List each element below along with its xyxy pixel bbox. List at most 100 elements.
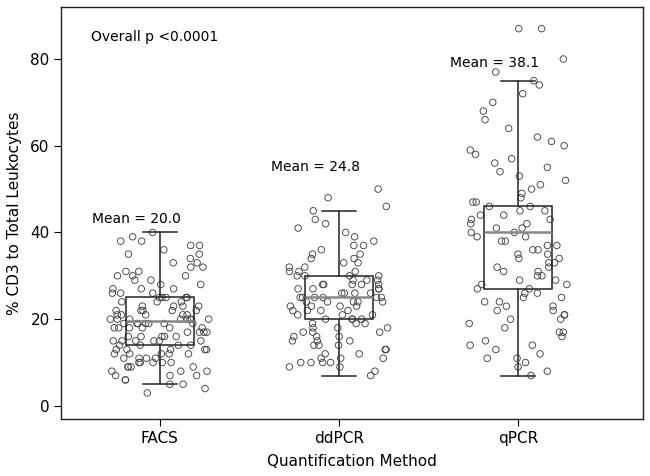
Point xyxy=(285,302,296,310)
Point xyxy=(320,350,330,357)
Point xyxy=(112,316,122,323)
Point xyxy=(116,289,126,297)
Point xyxy=(491,346,501,353)
Point xyxy=(534,81,545,89)
Point xyxy=(177,302,188,310)
Point xyxy=(514,255,524,262)
Point xyxy=(522,220,532,228)
Point xyxy=(347,281,358,288)
Point xyxy=(552,242,562,249)
Text: Mean = 24.8: Mean = 24.8 xyxy=(271,160,360,174)
Point xyxy=(545,216,555,223)
Point xyxy=(157,333,167,340)
Point xyxy=(294,268,304,275)
Point xyxy=(492,263,502,271)
Point xyxy=(528,246,538,254)
Point xyxy=(173,341,183,349)
Point xyxy=(114,324,124,332)
Point xyxy=(512,355,522,362)
Point xyxy=(491,224,502,232)
Point xyxy=(517,224,527,232)
Point xyxy=(369,238,379,245)
Point xyxy=(361,277,372,284)
Point xyxy=(116,238,126,245)
Point xyxy=(120,376,131,384)
Point xyxy=(348,242,359,249)
Point xyxy=(500,324,510,332)
Point xyxy=(556,316,566,323)
Point xyxy=(356,281,367,288)
Point xyxy=(112,311,122,318)
Point xyxy=(334,333,345,340)
Point xyxy=(520,359,530,367)
Point xyxy=(517,189,527,197)
Point xyxy=(123,363,133,371)
Point xyxy=(365,372,376,379)
Point xyxy=(311,333,322,340)
Point xyxy=(159,333,170,340)
Point xyxy=(374,285,384,293)
Point xyxy=(185,242,196,249)
Point xyxy=(350,233,360,240)
X-axis label: Quantification Method: Quantification Method xyxy=(267,454,437,469)
Point xyxy=(287,307,298,314)
Point xyxy=(333,324,343,332)
Point xyxy=(339,259,349,267)
Point xyxy=(535,350,545,357)
Point xyxy=(380,346,391,353)
Point xyxy=(335,302,345,310)
Point xyxy=(285,268,295,275)
Point xyxy=(337,289,347,297)
Point xyxy=(182,294,192,301)
Point xyxy=(185,316,196,323)
Point xyxy=(355,250,365,258)
Point xyxy=(136,285,146,293)
Point xyxy=(300,263,310,271)
Point xyxy=(155,281,166,288)
Point xyxy=(194,328,205,336)
Point xyxy=(296,359,306,367)
Point xyxy=(515,207,525,215)
Point xyxy=(176,316,186,323)
Point xyxy=(376,294,387,301)
Point xyxy=(293,224,304,232)
Point xyxy=(119,320,129,327)
Point xyxy=(537,272,547,279)
Point xyxy=(171,333,181,340)
Point xyxy=(176,298,187,306)
Point xyxy=(135,341,146,349)
Point xyxy=(500,238,510,245)
Point xyxy=(533,246,543,254)
Point xyxy=(200,346,210,353)
Point xyxy=(168,259,179,267)
Point xyxy=(196,281,206,288)
Point xyxy=(352,302,362,310)
Point xyxy=(137,324,148,332)
Point xyxy=(310,216,320,223)
Point xyxy=(192,259,202,267)
Point xyxy=(554,255,564,262)
Point xyxy=(367,311,378,318)
Point xyxy=(471,198,482,206)
Point xyxy=(114,341,125,349)
Point xyxy=(178,380,188,388)
Point xyxy=(543,250,553,258)
Point xyxy=(123,333,133,340)
Point xyxy=(166,359,176,367)
Point xyxy=(558,328,569,336)
Point xyxy=(370,367,380,375)
Point xyxy=(467,198,478,206)
Point xyxy=(312,337,322,345)
Point xyxy=(464,320,474,327)
Point xyxy=(343,307,353,314)
Point xyxy=(559,142,569,149)
Point xyxy=(159,320,170,327)
Point xyxy=(381,346,391,353)
Point xyxy=(194,302,204,310)
Point xyxy=(339,289,350,297)
Point xyxy=(180,272,190,279)
Point xyxy=(532,289,543,297)
Point xyxy=(341,228,351,236)
Point xyxy=(548,302,558,310)
Point xyxy=(127,233,138,240)
